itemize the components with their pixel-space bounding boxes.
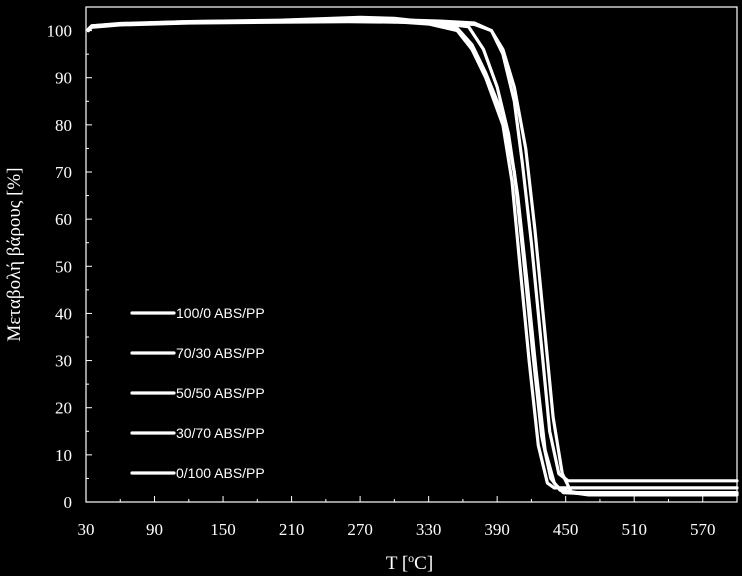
y-tick-label: 10 <box>55 446 72 465</box>
y-tick-label: 20 <box>55 399 72 418</box>
y-tick-label: 50 <box>55 257 72 276</box>
x-axis-ticks: 30 90 150 210 270 330 390 450 510 570 <box>78 496 716 539</box>
x-tick-label: 150 <box>210 520 236 539</box>
x-axis-title-degree: o <box>408 551 414 565</box>
y-tick-label: 100 <box>47 22 73 41</box>
x-tick-label: 30 <box>78 520 95 539</box>
x-tick-label: 270 <box>347 520 373 539</box>
series-line <box>86 20 739 497</box>
x-tick-label: 330 <box>416 520 442 539</box>
legend: 100/0 ABS/PP 70/30 ABS/PP 50/50 ABS/PP 30/7… <box>130 305 265 481</box>
x-tick-label: 510 <box>621 520 647 539</box>
y-tick-label: 70 <box>55 163 72 182</box>
y-tick-label: 0 <box>64 493 73 512</box>
x-axis-title: T [oC] <box>386 551 433 574</box>
legend-label: 70/30 ABS/PP <box>176 345 265 361</box>
x-axis-title-main: T [ <box>386 553 408 574</box>
legend-label: 100/0 ABS/PP <box>176 305 265 321</box>
y-axis-title: Μεταβολή βάρους [%] <box>4 167 25 341</box>
legend-label: 30/70 ABS/PP <box>176 425 265 441</box>
plot-border <box>85 6 738 503</box>
x-tick-label: 90 <box>146 520 163 539</box>
x-tick-label: 570 <box>690 520 716 539</box>
legend-label: 0/100 ABS/PP <box>176 465 265 481</box>
legend-label: 50/50 ABS/PP <box>176 385 265 401</box>
y-axis-ticks: 0 10 20 30 40 50 60 70 80 90 100 <box>47 22 92 512</box>
y-tick-label: 60 <box>55 210 72 229</box>
y-tick-label: 80 <box>55 116 72 135</box>
x-axis-title-unit: C] <box>414 553 433 574</box>
series-layer <box>86 15 739 497</box>
x-tick-label: 450 <box>553 520 579 539</box>
x-tick-label: 390 <box>484 520 510 539</box>
y-tick-label: 90 <box>55 69 72 88</box>
y-tick-label: 40 <box>55 304 72 323</box>
plot-frame <box>85 6 738 503</box>
x-tick-label: 210 <box>279 520 305 539</box>
y-tick-label: 30 <box>55 352 72 371</box>
